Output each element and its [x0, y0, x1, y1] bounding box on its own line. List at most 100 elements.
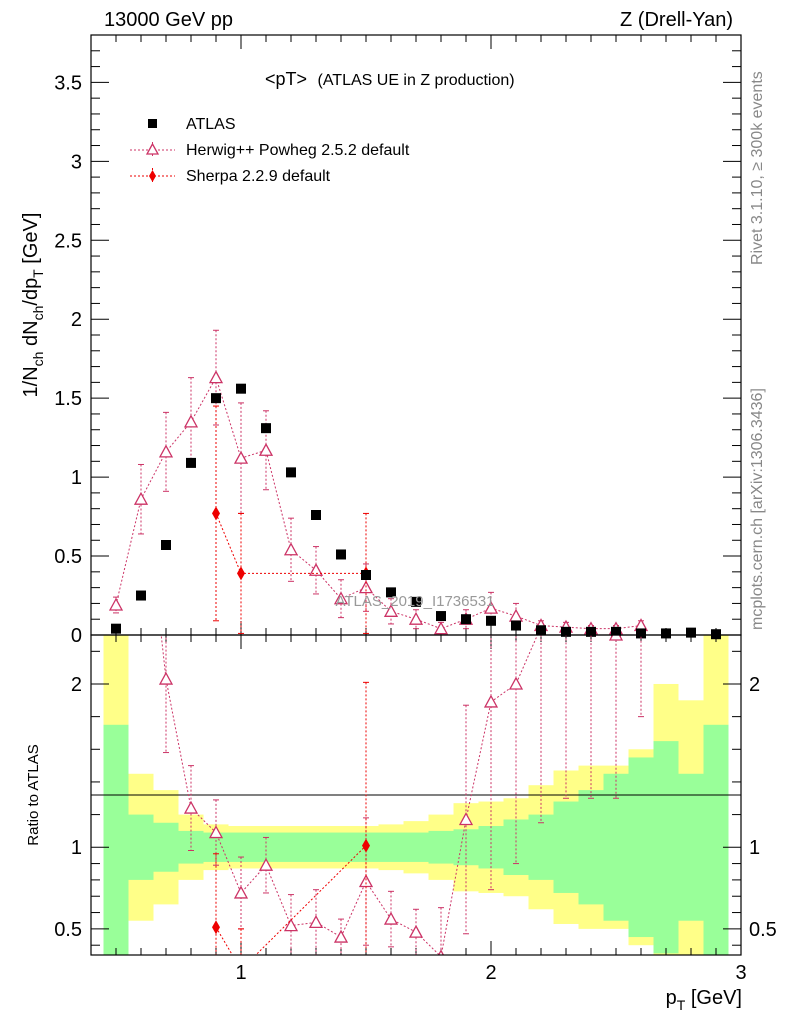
herwig-ratio-point: [608, 635, 624, 641]
ratio-tick-label: 0.5: [54, 919, 82, 941]
y-label-p1: 1/N: [20, 366, 42, 397]
ratio-panel-frame: [90, 634, 742, 956]
main-panel-ticks: [91, 34, 741, 636]
ratio-band-green: [503, 819, 529, 875]
herwig-point: [383, 603, 399, 617]
ratio-band-green: [278, 832, 304, 862]
atlas-point: [661, 628, 671, 639]
atlas-point: [211, 393, 221, 404]
y-label-p3: /dp: [20, 278, 42, 306]
sherpa-point: [237, 566, 245, 581]
ratio-band-green: [153, 822, 179, 872]
herwig-ratio-point: [283, 918, 299, 932]
herwig-ratio-point: [233, 885, 249, 899]
ratio-panel-ticks: [91, 635, 741, 955]
atlas-point: [686, 627, 696, 638]
x-tick-label: 1: [235, 962, 246, 984]
herwig-ratio-point: [383, 911, 399, 925]
herwig-ratio-point: [110, 229, 122, 240]
ratio-band-green: [628, 757, 654, 938]
ratio-y-axis-label: Ratio to ATLAS: [25, 744, 42, 845]
y-label-s1: ch: [30, 352, 46, 367]
atlas-point: [236, 383, 246, 394]
atlas-point: [636, 628, 646, 639]
ratio-band-green: [453, 829, 479, 866]
herwig-point: [333, 591, 349, 605]
ratio-tick-label-right: 1: [749, 837, 760, 859]
herwig-point: [408, 611, 424, 625]
atlas-point: [111, 623, 121, 634]
herwig-ratio-point: [183, 800, 199, 814]
legend: ATLAS Herwig++ Powheg 2.5.2 default Sher…: [130, 116, 410, 185]
herwig-ratio-point: [333, 929, 349, 943]
atlas-point: [361, 570, 371, 580]
y-axis-label: 1/Nch dNch/dpT [GeV]: [20, 213, 46, 398]
ratio-band-green: [578, 790, 604, 905]
x-label-unit: [GeV]: [685, 987, 742, 1009]
herwig-point: [258, 442, 274, 456]
x-tick-label: 2: [485, 962, 496, 984]
herwig-ratio-point: [560, 596, 572, 607]
y-tick-label: 1: [71, 467, 82, 489]
herwig-ratio-point: [458, 812, 474, 826]
atlas-point: [461, 614, 471, 625]
ratio-band-green: [703, 724, 729, 955]
atlas-point: [136, 590, 146, 601]
legend-herwig-marker: [145, 142, 160, 155]
atlas-point: [311, 510, 321, 520]
herwig-point: [508, 608, 524, 622]
ratio-panel-marks: [110, 229, 644, 955]
header-left: 13000 GeV pp: [104, 9, 233, 31]
atlas-point: [486, 615, 496, 626]
atlas-point: [336, 549, 346, 560]
sherpa-ratio-point: [212, 920, 220, 935]
ratio-tick-label-right: 2: [749, 674, 760, 696]
herwig-ratio-point: [158, 671, 174, 685]
ratio-band-green: [378, 832, 404, 862]
atlas-point: [186, 457, 196, 468]
y-tick-label: 3.5: [54, 72, 82, 94]
y-label-s3: T: [30, 269, 46, 278]
y-tick-label: 2.5: [54, 230, 82, 252]
ratio-tick-label-right: 0.5: [749, 919, 777, 941]
legend-atlas-label: ATLAS: [186, 116, 236, 133]
ratio-band-green: [128, 814, 154, 880]
legend-sherpa-label: Sherpa 2.2.9 default: [186, 168, 331, 185]
x-label-sub: T: [677, 997, 686, 1013]
atlas-point: [536, 625, 546, 636]
sherpa-ratio-point: [362, 838, 370, 853]
atlas-point: [511, 620, 521, 631]
herwig-ratio-point: [208, 825, 224, 839]
sherpa-ratio-line: [215, 845, 367, 955]
herwig-ratio-point: [258, 857, 274, 871]
herwig-point: [183, 414, 199, 428]
chart-title: <pT> (ATLAS UE in Z production): [265, 69, 515, 89]
atlas-point: [386, 587, 396, 598]
ratio-band-green: [303, 832, 329, 862]
herwig-ratio-point: [135, 443, 147, 454]
herwig-line: [115, 376, 642, 630]
herwig-point: [483, 600, 499, 614]
herwig-ratio-point: [508, 676, 524, 690]
ratio-band-green: [328, 832, 354, 862]
herwig-ratio-point: [308, 914, 324, 928]
atlas-point: [411, 596, 421, 607]
ratio-band-green: [528, 814, 554, 880]
ratio-tick-label: 2: [71, 674, 82, 696]
ratio-band-green: [403, 832, 429, 862]
herwig-point: [308, 562, 324, 576]
atlas-point: [261, 423, 271, 434]
x-label-main: p: [666, 987, 677, 1009]
atlas-point: [711, 629, 721, 640]
ratio-band-green: [553, 801, 579, 893]
watermark: ATLAS_2019_I1736531: [335, 593, 494, 610]
chart-title-sub: (ATLAS UE in Z production): [317, 72, 514, 89]
herwig-point: [283, 542, 299, 556]
y-label-s2: ch: [30, 306, 46, 321]
chart-title-main: <pT>: [265, 69, 307, 89]
ratio-uncertainty-bands: [103, 635, 729, 955]
herwig-ratio-point: [437, 949, 445, 955]
legend-sherpa-marker: [149, 170, 156, 182]
herwig-point: [433, 621, 449, 635]
